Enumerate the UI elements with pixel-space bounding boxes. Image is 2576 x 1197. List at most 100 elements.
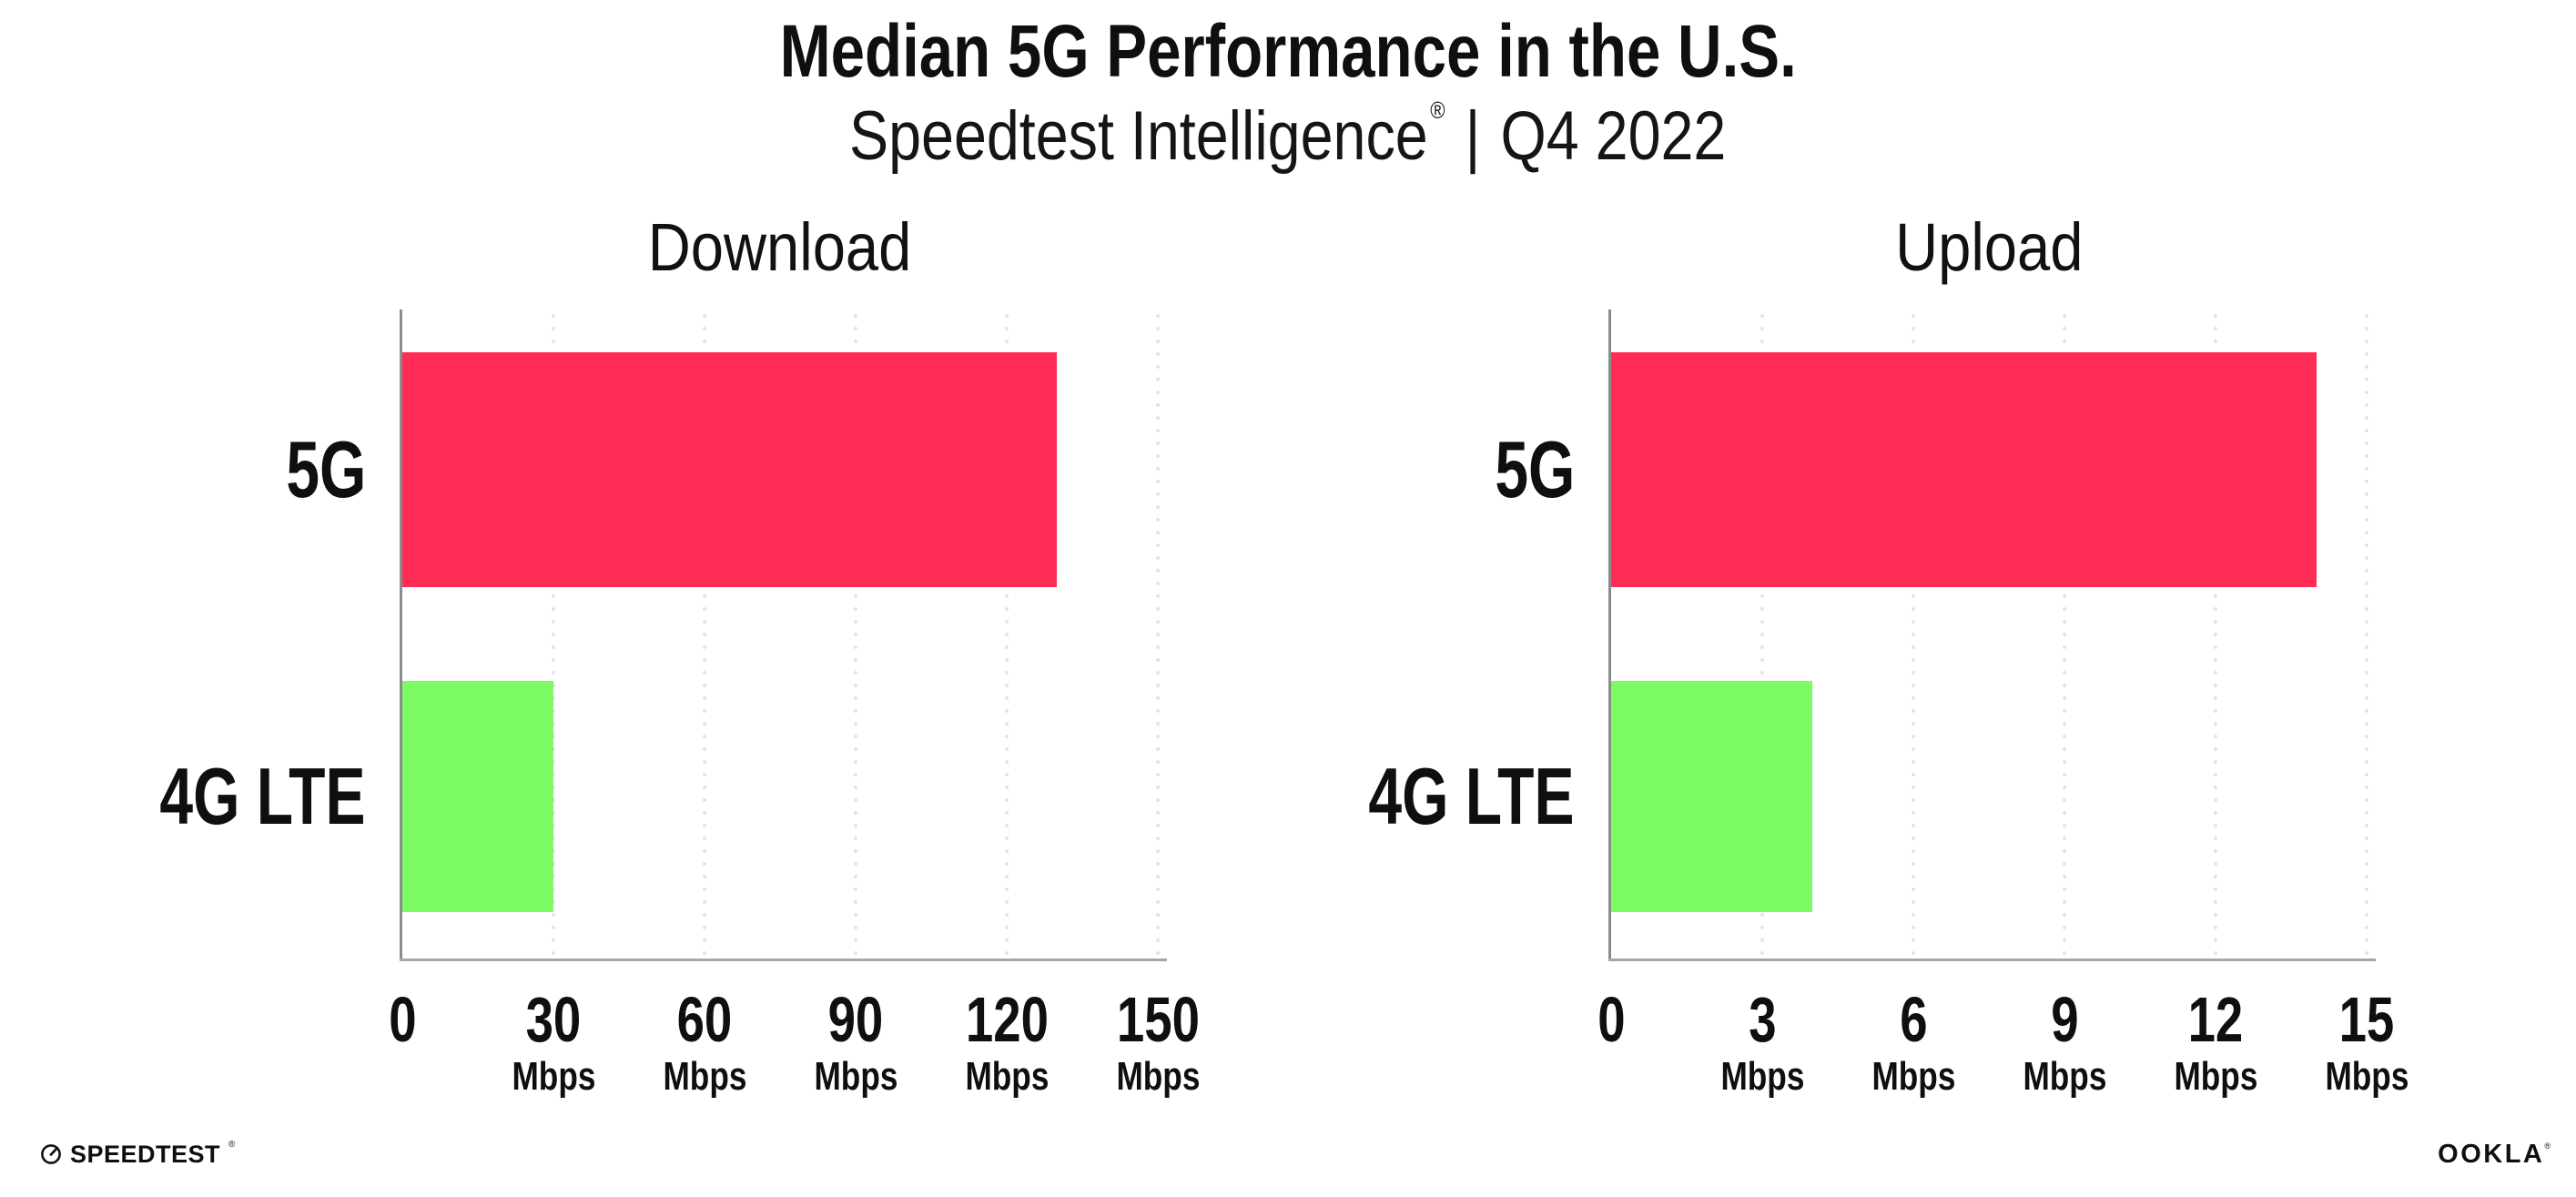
tick-unit: Mbps — [1983, 1057, 2146, 1097]
tick-value: 9 — [1983, 988, 2146, 1051]
tick-unit: Mbps — [472, 1057, 635, 1097]
gridline-3 — [1760, 309, 1764, 959]
tick-label-120: 120 Mbps — [925, 988, 1089, 1097]
row-label-text: 5G — [285, 424, 366, 514]
tick-label-30: 30 Mbps — [472, 988, 635, 1097]
tick-label-3: 3 Mbps — [1680, 988, 1844, 1097]
tick-unit-text: Mbps — [512, 1054, 595, 1099]
tick-value-text: 60 — [676, 984, 733, 1055]
download-chart: Download 5G 4G LTE 0 30 Mbps 60 Mbps 90 Mbps 120 M… — [160, 214, 1200, 1097]
tick-label-0: 0 — [320, 988, 484, 1051]
tick-unit: Mbps — [623, 1057, 786, 1097]
upload-chart: Upload 5G 4G LTE 0 3 Mbps 6 Mbps 9 Mbps 12 Mbps 15 M… — [1369, 214, 2409, 1097]
tick-value: 90 — [774, 988, 938, 1051]
page-title-text: Median 5G Performance in the U.S. — [779, 10, 1797, 93]
x-axis-ticks: 0 3 Mbps 6 Mbps 9 Mbps 12 Mbps 15 Mbps — [1597, 988, 2409, 1124]
tick-label-60: 60 Mbps — [623, 988, 786, 1097]
tick-value-text: 3 — [1748, 984, 1777, 1055]
tick-unit-text: Mbps — [814, 1054, 898, 1099]
tick-label-90: 90 Mbps — [774, 988, 938, 1097]
tick-value-text: 15 — [2338, 984, 2395, 1055]
tick-value: 0 — [320, 988, 484, 1051]
bar-4g-lte — [402, 681, 553, 912]
subtitle-brand: Speedtest Intelligence — [849, 97, 1429, 175]
gridline-9 — [2063, 309, 2066, 959]
tick-label-12: 12 Mbps — [2134, 988, 2297, 1097]
tick-value: 150 — [1076, 988, 1240, 1051]
y-axis-line — [400, 309, 402, 961]
tick-unit: Mbps — [1076, 1057, 1240, 1097]
tick-unit-text: Mbps — [2174, 1054, 2257, 1099]
tick-unit-text: Mbps — [2023, 1054, 2106, 1099]
gridline-150 — [1156, 309, 1160, 959]
tick-label-15: 15 Mbps — [2285, 988, 2449, 1097]
tick-value: 60 — [623, 988, 786, 1051]
y-axis-line — [1608, 309, 1611, 961]
speedtest-logo: SPEEDTEST ® — [40, 1138, 235, 1171]
gridline-15 — [2365, 309, 2368, 959]
row-label-5g: 5G — [0, 352, 366, 587]
tick-unit: Mbps — [925, 1057, 1089, 1097]
tick-unit: Mbps — [1680, 1057, 1844, 1097]
tick-value: 0 — [1529, 988, 1693, 1051]
gridline-90 — [854, 309, 857, 959]
row-label-text: 4G LTE — [1368, 751, 1575, 841]
page-title: Median 5G Performance in the U.S. — [0, 15, 2576, 89]
tick-value-text: 0 — [388, 984, 417, 1055]
speedtest-registered-mark: ® — [228, 1140, 236, 1150]
tick-value: 15 — [2285, 988, 2449, 1051]
subtitle-period: Q4 2022 — [1500, 97, 1727, 175]
tick-unit-text: Mbps — [663, 1054, 746, 1099]
tick-value: 3 — [1680, 988, 1844, 1051]
tick-value-text: 9 — [2050, 984, 2079, 1055]
row-label-5g: 5G — [1183, 352, 1575, 587]
ookla-registered-mark: ® — [2544, 1141, 2551, 1151]
tick-value-text: 6 — [1899, 984, 1928, 1055]
row-label-4g-lte: 4G LTE — [1183, 681, 1575, 912]
speedtest-gauge-icon — [40, 1143, 62, 1165]
x-axis-line — [1608, 959, 2376, 961]
tick-value-text: 12 — [2187, 984, 2244, 1055]
gridline-60 — [703, 309, 706, 959]
row-label-4g-lte: 4G LTE — [0, 681, 366, 912]
registered-mark: ® — [1430, 96, 1445, 124]
ookla-logo: OOKLA ® — [2438, 1141, 2551, 1168]
row-label-text: 5G — [1494, 424, 1575, 514]
tick-unit-text: Mbps — [1871, 1054, 1955, 1099]
tick-value-text: 150 — [1116, 984, 1200, 1055]
tick-unit: Mbps — [774, 1057, 938, 1097]
gridline-120 — [1005, 309, 1009, 959]
plot-area — [1608, 309, 2376, 961]
ookla-wordmark: OOKLA — [2438, 1140, 2545, 1169]
tick-unit-text: Mbps — [1116, 1054, 1200, 1099]
bar-5g — [1611, 352, 2317, 587]
gridline-30 — [552, 309, 555, 959]
tick-value: 30 — [472, 988, 635, 1051]
tick-value: 12 — [2134, 988, 2297, 1051]
tick-value: 6 — [1831, 988, 1995, 1051]
bar-5g — [402, 352, 1058, 587]
chart-title: Download — [648, 209, 912, 285]
tick-unit-text: Mbps — [1720, 1054, 1804, 1099]
x-axis-ticks: 0 30 Mbps 60 Mbps 90 Mbps 120 Mbps 150 Mbps — [389, 988, 1200, 1124]
page-subtitle-text: Speedtest Intelligence® | Q4 2022 — [849, 98, 1726, 171]
gridline-12 — [2214, 309, 2217, 959]
gridline-6 — [1912, 309, 1915, 959]
x-axis-line — [400, 959, 1167, 961]
tick-unit: Mbps — [1831, 1057, 1995, 1097]
speedtest-wordmark: SPEEDTEST — [70, 1140, 221, 1168]
plot-area — [400, 309, 1167, 961]
bar-4g-lte — [1611, 681, 1813, 912]
tick-value-text: 120 — [965, 984, 1049, 1055]
tick-value-text: 30 — [525, 984, 582, 1055]
tick-unit-text: Mbps — [965, 1054, 1049, 1099]
chart-title: Upload — [1894, 209, 2084, 285]
tick-label-0: 0 — [1529, 988, 1693, 1051]
tick-value-text: 0 — [1597, 984, 1626, 1055]
tick-value: 120 — [925, 988, 1089, 1051]
tick-unit: Mbps — [2285, 1057, 2449, 1097]
tick-label-9: 9 Mbps — [1983, 988, 2146, 1097]
row-label-text: 4G LTE — [159, 751, 366, 841]
page-subtitle: Speedtest Intelligence® | Q4 2022 — [0, 98, 2576, 171]
